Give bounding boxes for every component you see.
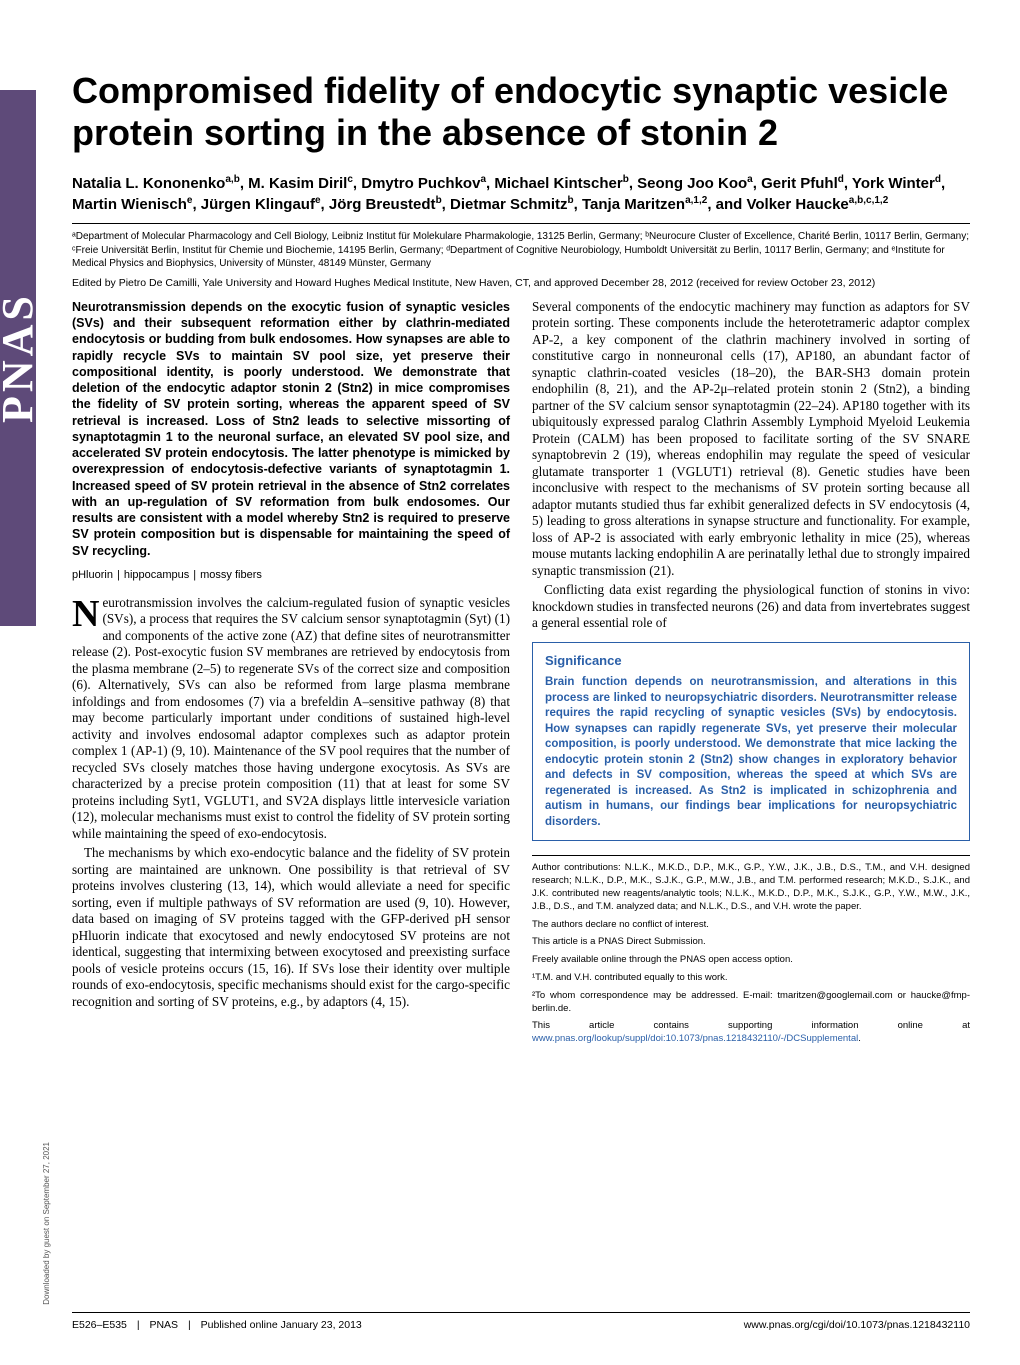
significance-body: Brain function depends on neurotransmiss… [545,675,957,830]
ribbon-text: PNAS [0,90,36,626]
correspondence: ²To whom correspondence may be addressed… [532,990,970,1016]
author-contributions: Author contributions: N.L.K., M.K.D., D.… [532,862,970,913]
abstract: Neurotransmission depends on the exocyti… [72,299,510,559]
conflict-statement: The authors declare no conflict of inter… [532,919,970,932]
page-footer: E526–E535 | PNAS | Published online Janu… [72,1312,970,1331]
body-paragraph: Neurotransmission involves the calcium-r… [72,595,510,843]
significance-box: Significance Brain function depends on n… [532,642,970,841]
journal-name: PNAS [149,1319,178,1331]
footer-doi: www.pnas.org/cgi/doi/10.1073/pnas.121843… [744,1319,970,1331]
body-paragraph: The mechanisms by which exo-endocytic ba… [72,845,510,1010]
author-list: Natalia L. Kononenkoa,b, M. Kasim Dirilc… [72,173,970,216]
supp-pre: This article contains supporting informa… [532,1020,970,1031]
two-column-body: Neurotransmission depends on the exocyti… [72,299,970,1051]
supp-link[interactable]: www.pnas.org/lookup/suppl/doi:10.1073/pn… [532,1033,858,1044]
keyword: hippocampus [124,569,189,581]
footer-left: E526–E535 | PNAS | Published online Janu… [72,1319,362,1331]
page-range: E526–E535 [72,1319,127,1331]
equal-contrib: ¹T.M. and V.H. contributed equally to th… [532,972,970,985]
keyword: mossy fibers [200,569,262,581]
keyword: pHluorin [72,569,113,581]
pub-date: Published online January 23, 2013 [201,1319,362,1331]
article-content: Compromised fidelity of endocytic synapt… [72,70,970,1051]
article-title: Compromised fidelity of endocytic synapt… [72,70,970,155]
download-note: Downloaded by guest on September 27, 202… [42,1142,51,1305]
direct-submission: This article is a PNAS Direct Submission… [532,936,970,949]
open-access: Freely available online through the PNAS… [532,954,970,967]
supporting-info: This article contains supporting informa… [532,1020,970,1046]
body-paragraph: Conflicting data exist regarding the phy… [532,582,970,632]
footnotes: Author contributions: N.L.K., M.K.D., D.… [532,855,970,1046]
supp-post: . [858,1033,861,1044]
affiliations: ᵃDepartment of Molecular Pharmacology an… [72,223,970,271]
body-paragraph: Several components of the endocytic mach… [532,299,970,580]
pnas-ribbon: PNAS [0,90,36,1230]
keywords: pHluorin|hippocampus|mossy fibers [72,569,510,583]
significance-heading: Significance [545,653,957,669]
editor-note: Edited by Pietro De Camilli, Yale Univer… [72,277,970,289]
